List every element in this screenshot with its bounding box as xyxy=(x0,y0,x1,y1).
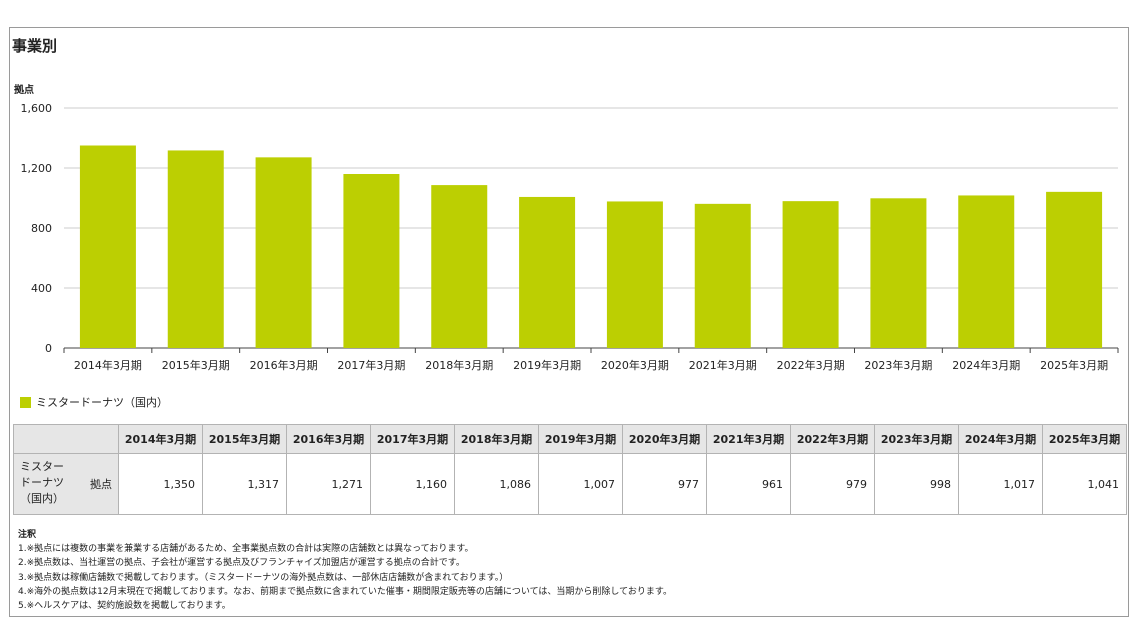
bar xyxy=(255,157,312,348)
table-header-year: 2015年3月期 xyxy=(202,424,287,454)
note-item: 2.※拠点数は、当社運営の拠点、子会社が運営する拠点及びフランチャイズ加盟店が運… xyxy=(18,558,465,569)
table-cell-value: 977 xyxy=(622,453,707,515)
row-label-line: ドーナツ xyxy=(20,476,64,489)
table-row-header: ミスター ドーナツ （国内） 拠点 xyxy=(13,453,119,515)
chart-legend: ミスタードーナツ（国内） xyxy=(20,394,168,410)
page-title: 事業別 xyxy=(12,37,58,55)
x-tick-label: 2017年3月期 xyxy=(337,358,405,372)
table-cell-value: 979 xyxy=(790,453,875,515)
bar xyxy=(606,201,663,348)
table-cell-value: 1,350 xyxy=(118,453,203,515)
note-item: 4.※海外の拠点数は12月末現在で掲載しております。なお、前期まで拠点数に含まれ… xyxy=(18,586,672,597)
table-corner-cell xyxy=(13,424,119,454)
table-header-year: 2014年3月期 xyxy=(118,424,203,454)
legend-swatch xyxy=(20,396,31,408)
table-header-year: 2020年3月期 xyxy=(622,424,707,454)
table-cell-value: 1,086 xyxy=(454,453,539,515)
table-cell-value: 1,160 xyxy=(370,453,455,515)
note-item: 1.※拠点には複数の事業を兼業する店舗があるため、全事業拠点数の合計は実際の店舗… xyxy=(18,544,474,555)
row-unit: 拠点 xyxy=(90,478,112,491)
note-item: 3.※拠点数は稼働店舗数で掲載しております。（ミスタードーナツの海外拠点数は、一… xyxy=(18,572,509,583)
bar xyxy=(1046,191,1103,348)
table-header-year: 2017年3月期 xyxy=(370,424,455,454)
row-label: ミスター ドーナツ （国内） xyxy=(20,459,64,507)
y-tick-label: 0 xyxy=(45,342,52,355)
x-tick-label: 2018年3月期 xyxy=(425,358,493,372)
x-tick-label: 2025年3月期 xyxy=(1040,358,1108,372)
table-header-year: 2018年3月期 xyxy=(454,424,539,454)
table-header-row: 2014年3月期 2015年3月期 2016年3月期 2017年3月期 2018年3月期… xyxy=(13,424,1127,454)
bar xyxy=(519,196,576,348)
bar xyxy=(431,185,488,348)
bar xyxy=(79,145,136,348)
x-tick-label: 2016年3月期 xyxy=(250,358,318,372)
bar xyxy=(782,201,839,348)
bar xyxy=(343,174,400,348)
table-cell-value: 1,271 xyxy=(286,453,371,515)
x-tick-label: 2024年3月期 xyxy=(952,358,1020,372)
x-tick-label: 2020年3月期 xyxy=(601,358,669,372)
x-tick-label: 2014年3月期 xyxy=(74,358,142,372)
y-axis-label: 拠点 xyxy=(14,83,34,96)
x-tick-label: 2022年3月期 xyxy=(777,358,845,372)
table-cell-value: 1,041 xyxy=(1042,453,1127,515)
y-tick-label: 800 xyxy=(31,222,52,235)
table-header-year: 2019年3月期 xyxy=(538,424,623,454)
data-table: 2014年3月期 2015年3月期 2016年3月期 2017年3月期 2018年3月期… xyxy=(13,424,1127,515)
bar xyxy=(167,150,224,348)
table-row: ミスター ドーナツ （国内） 拠点 1,350 1,317 1,271 1,160 1,… xyxy=(13,453,1127,515)
table-header-year: 2025年3月期 xyxy=(1042,424,1127,454)
row-label-line: （国内） xyxy=(20,492,64,505)
table-header-year: 2016年3月期 xyxy=(286,424,371,454)
x-tick-label: 2019年3月期 xyxy=(513,358,581,372)
table-cell-value: 998 xyxy=(874,453,959,515)
row-label-line: ミスター xyxy=(20,460,64,473)
panel-frame xyxy=(9,27,1129,617)
table-cell-value: 1,007 xyxy=(538,453,623,515)
table-header-year: 2023年3月期 xyxy=(874,424,959,454)
notes-heading: 注釈 xyxy=(18,530,37,540)
x-tick-label: 2021年3月期 xyxy=(689,358,757,372)
x-tick-label: 2015年3月期 xyxy=(162,358,230,372)
bar xyxy=(958,195,1015,348)
y-tick-label: 400 xyxy=(31,282,52,295)
table-header-year: 2024年3月期 xyxy=(958,424,1043,454)
y-tick-label: 1,600 xyxy=(21,102,53,115)
note-item: 5.※ヘルスケアは、契約施設数を掲載しております。 xyxy=(18,601,231,612)
notes-section: 注釈 1.※拠点には複数の事業を兼業する店舗があるため、全事業拠点数の合計は実際… xyxy=(18,528,672,613)
bar xyxy=(870,198,927,348)
table-cell-value: 1,017 xyxy=(958,453,1043,515)
legend-label: ミスタードーナツ（国内） xyxy=(36,396,168,409)
x-tick-label: 2023年3月期 xyxy=(864,358,932,372)
y-tick-label: 1,200 xyxy=(21,162,53,175)
table-header-year: 2021年3月期 xyxy=(706,424,791,454)
bar xyxy=(694,203,751,348)
bar-chart: 拠点 0 400 800 1,200 1,600 2014年3月期 2015年3月期 2016年… xyxy=(14,83,1119,372)
table-cell-value: 1,317 xyxy=(202,453,287,515)
table-header-year: 2022年3月期 xyxy=(790,424,875,454)
table-cell-value: 961 xyxy=(706,453,791,515)
